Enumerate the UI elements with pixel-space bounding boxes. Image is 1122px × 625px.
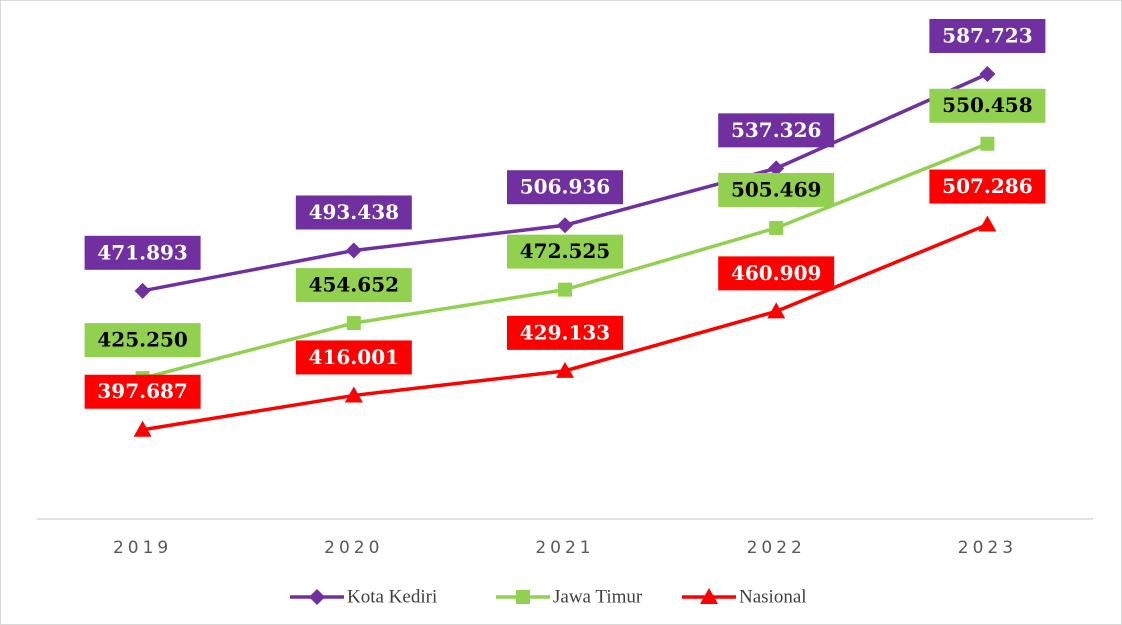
data-label: 471.893 (97, 240, 187, 264)
data-label-box (507, 315, 623, 350)
x-tick-label: 2023 (958, 538, 1017, 558)
marker (134, 282, 151, 299)
marker (557, 217, 573, 234)
data-label-box (84, 323, 201, 358)
marker (344, 386, 363, 403)
x-tick-label: 2021 (535, 538, 594, 558)
marker (979, 65, 996, 82)
legend-label: Jawa Timur (553, 586, 643, 607)
data-label-box (507, 234, 623, 269)
data-label-box (295, 268, 412, 303)
data-label: 493.438 (309, 200, 399, 224)
data-label-box (718, 256, 835, 291)
marker (768, 160, 785, 177)
data-label: 550.458 (942, 93, 1032, 117)
data-label-box (84, 235, 201, 270)
data-label: 507.286 (942, 174, 1032, 198)
x-tick-label: 2022 (747, 538, 806, 558)
x-tick-label: 2019 (113, 538, 172, 558)
data-label-box (507, 170, 623, 205)
data-label: 505.469 (731, 177, 821, 201)
data-label: 454.652 (309, 273, 399, 297)
data-label: 397.687 (97, 379, 187, 403)
marker (980, 136, 995, 151)
marker (769, 220, 784, 235)
data-label: 416.001 (309, 345, 399, 369)
data-label-box (929, 88, 1046, 123)
marker (345, 242, 362, 259)
data-label: 460.909 (731, 261, 821, 285)
legend-label: Nasional (739, 586, 807, 607)
marker (346, 316, 361, 331)
x-tick-label: 2020 (324, 538, 383, 558)
marker (700, 588, 718, 604)
data-label: 537.326 (731, 118, 821, 142)
marker (556, 361, 574, 378)
data-label-box (295, 195, 412, 230)
data-label-box (718, 113, 835, 148)
legend-label: Kota Kediri (347, 586, 437, 607)
marker (978, 215, 997, 232)
marker (558, 282, 572, 297)
data-label: 587.723 (942, 23, 1032, 47)
data-label: 472.525 (520, 239, 610, 263)
data-label: 506.936 (520, 175, 610, 199)
data-label: 429.133 (520, 320, 610, 344)
data-label-box (295, 340, 412, 375)
marker (309, 589, 325, 605)
marker (516, 590, 530, 604)
data-label-box (929, 169, 1046, 204)
data-label-box (718, 172, 835, 207)
data-label: 425.250 (97, 328, 187, 352)
marker (767, 302, 786, 319)
marker (133, 420, 152, 437)
data-label-box (84, 374, 201, 409)
data-label-box (929, 18, 1046, 53)
